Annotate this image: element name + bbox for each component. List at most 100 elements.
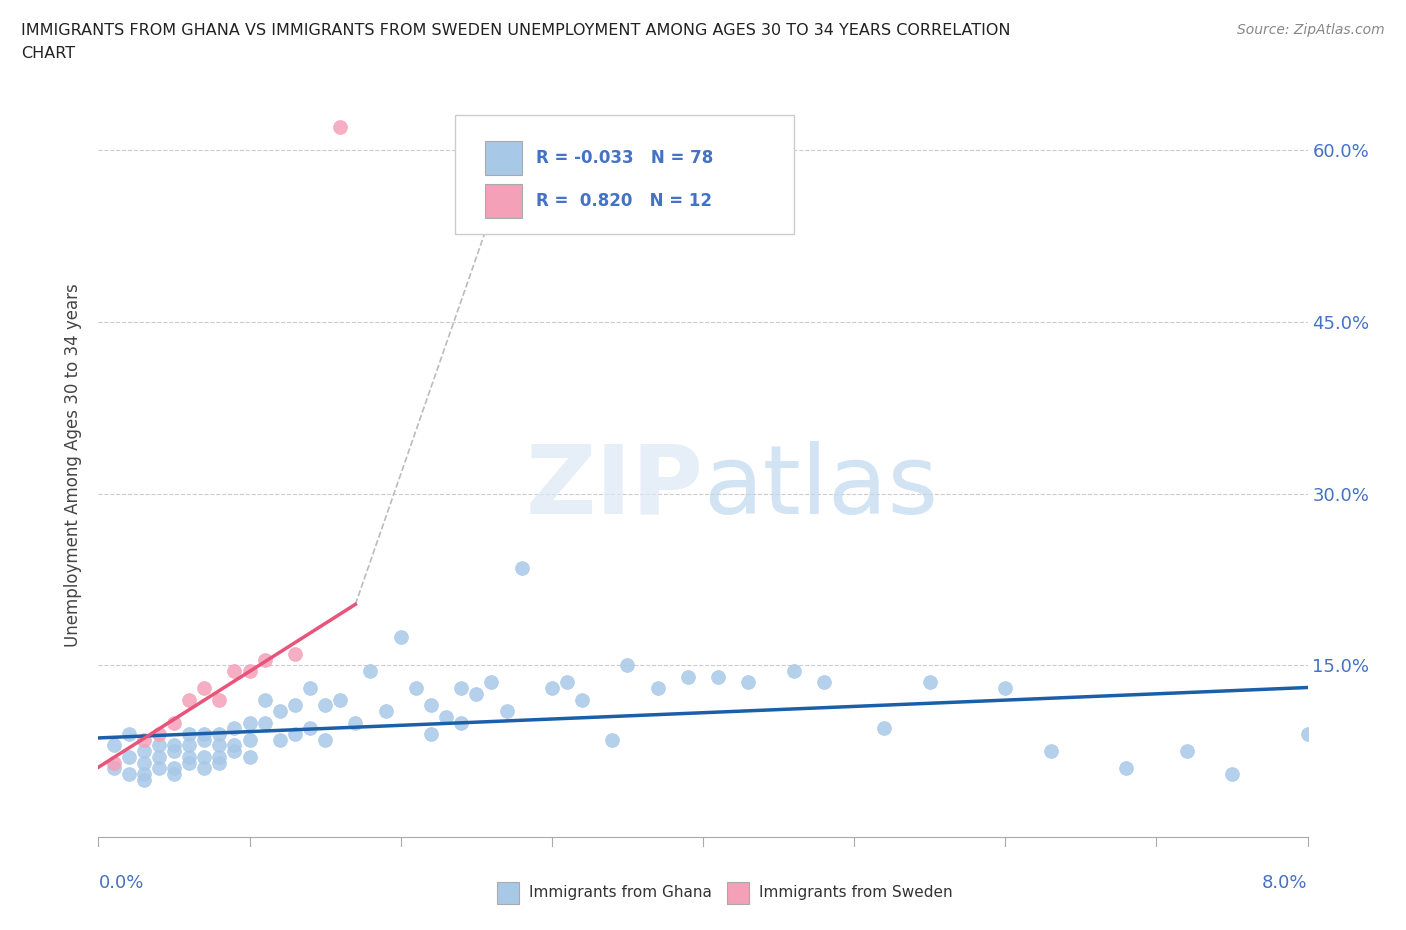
Point <box>314 698 336 712</box>
Point <box>208 738 231 753</box>
Point <box>253 692 276 707</box>
Point <box>132 766 155 781</box>
Point <box>163 761 186 776</box>
Point <box>420 726 443 741</box>
Point <box>148 750 170 764</box>
Point <box>495 704 517 719</box>
Point <box>783 664 806 679</box>
Point <box>676 670 699 684</box>
Point <box>284 698 307 712</box>
Point <box>163 766 186 781</box>
Point <box>103 738 125 753</box>
Point <box>163 738 186 753</box>
Point <box>269 732 291 747</box>
Point <box>208 692 231 707</box>
Point <box>420 698 443 712</box>
Point <box>179 750 201 764</box>
Point <box>208 755 231 770</box>
Point <box>813 675 835 690</box>
Text: IMMIGRANTS FROM GHANA VS IMMIGRANTS FROM SWEDEN UNEMPLOYMENT AMONG AGES 30 TO 34: IMMIGRANTS FROM GHANA VS IMMIGRANTS FROM… <box>21 23 1011 38</box>
Point <box>118 726 141 741</box>
Point <box>360 664 382 679</box>
Point <box>510 561 533 576</box>
Point <box>163 744 186 759</box>
Point <box>269 704 291 719</box>
Text: R =  0.820   N = 12: R = 0.820 N = 12 <box>536 192 711 210</box>
Point <box>1220 766 1243 781</box>
Point <box>314 732 336 747</box>
Point <box>224 721 246 736</box>
Point <box>1039 744 1062 759</box>
Point <box>132 772 155 787</box>
Point <box>616 658 638 672</box>
Point <box>329 692 352 707</box>
Point <box>208 750 231 764</box>
Point <box>224 664 246 679</box>
Point <box>179 738 201 753</box>
Point <box>239 732 262 747</box>
Point <box>389 630 412 644</box>
Point <box>148 761 170 776</box>
Point <box>555 675 578 690</box>
Point <box>193 732 215 747</box>
Point <box>434 710 457 724</box>
Point <box>179 726 201 741</box>
Point <box>450 681 472 696</box>
Text: R = -0.033   N = 78: R = -0.033 N = 78 <box>536 149 713 167</box>
Point <box>299 721 322 736</box>
Point <box>481 675 503 690</box>
FancyBboxPatch shape <box>485 184 522 218</box>
Y-axis label: Unemployment Among Ages 30 to 34 years: Unemployment Among Ages 30 to 34 years <box>65 283 83 647</box>
Text: 8.0%: 8.0% <box>1263 873 1308 892</box>
Point <box>918 675 941 690</box>
Point <box>374 704 396 719</box>
Text: atlas: atlas <box>703 441 938 534</box>
Point <box>132 755 155 770</box>
Point <box>602 732 624 747</box>
Point <box>148 738 170 753</box>
Point <box>193 726 215 741</box>
Point <box>118 766 141 781</box>
Point <box>253 715 276 730</box>
Text: 0.0%: 0.0% <box>98 873 143 892</box>
Point <box>465 686 488 701</box>
Point <box>253 652 276 667</box>
Point <box>647 681 669 696</box>
Point <box>193 681 215 696</box>
Point <box>344 715 367 730</box>
Point <box>132 732 155 747</box>
Point <box>132 744 155 759</box>
Point <box>571 692 593 707</box>
Text: Source: ZipAtlas.com: Source: ZipAtlas.com <box>1237 23 1385 37</box>
FancyBboxPatch shape <box>498 882 519 904</box>
FancyBboxPatch shape <box>727 882 749 904</box>
Point <box>707 670 730 684</box>
Point <box>208 726 231 741</box>
Point <box>239 664 262 679</box>
Point <box>1115 761 1137 776</box>
Point <box>118 750 141 764</box>
Point <box>224 744 246 759</box>
Point <box>103 755 125 770</box>
Point <box>239 715 262 730</box>
Point <box>329 120 352 135</box>
Point <box>148 726 170 741</box>
Point <box>994 681 1017 696</box>
Text: Immigrants from Ghana: Immigrants from Ghana <box>529 885 711 900</box>
Point <box>873 721 896 736</box>
Text: CHART: CHART <box>21 46 75 61</box>
Point <box>224 738 246 753</box>
Point <box>103 761 125 776</box>
Text: Immigrants from Sweden: Immigrants from Sweden <box>759 885 952 900</box>
Point <box>1175 744 1198 759</box>
Text: ZIP: ZIP <box>524 441 703 534</box>
Point <box>405 681 427 696</box>
FancyBboxPatch shape <box>485 141 522 175</box>
Point <box>540 681 562 696</box>
Point <box>179 755 201 770</box>
Point <box>239 750 262 764</box>
Point <box>163 715 186 730</box>
Point <box>1296 726 1319 741</box>
Point <box>284 726 307 741</box>
Point <box>193 750 215 764</box>
